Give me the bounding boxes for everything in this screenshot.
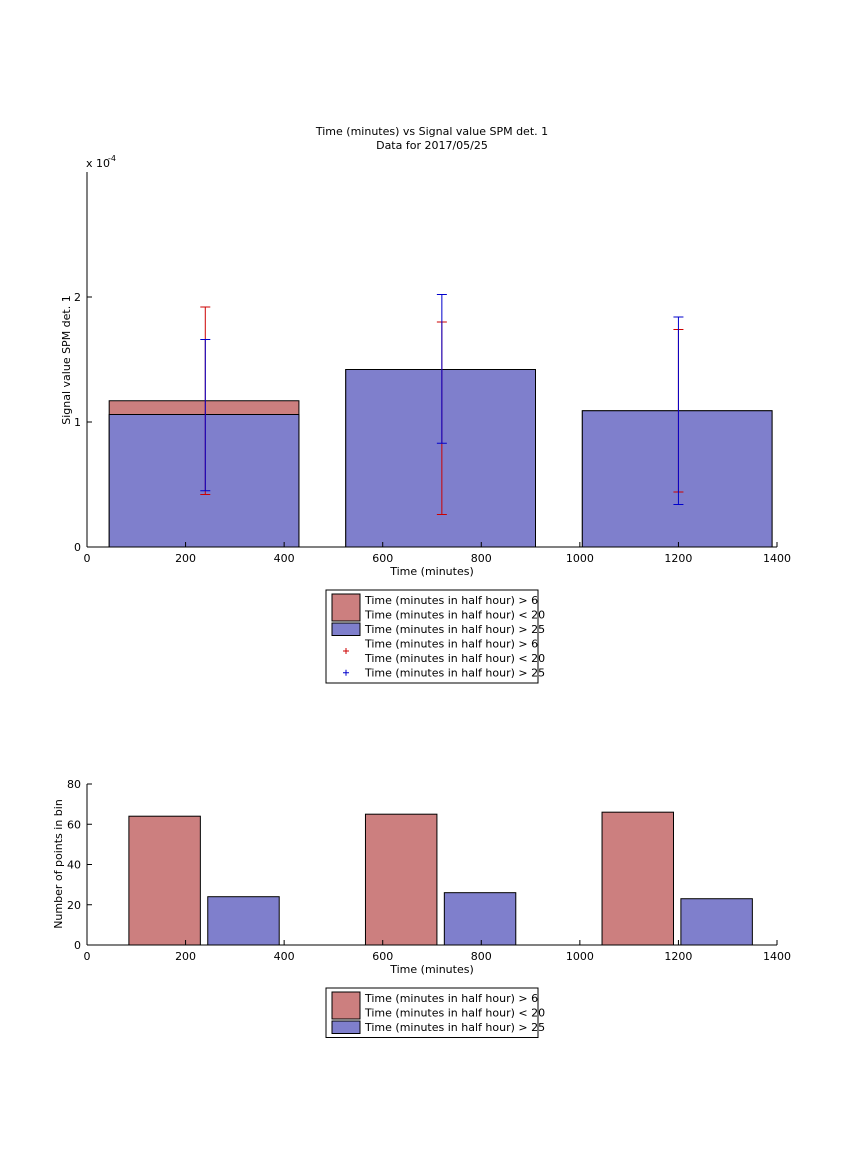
count-chart: 0 200 400 600 800 1000 1200 1400 0 20 40 60 80 Time … (52, 778, 791, 1038)
x-tick-label: 1000 (566, 552, 594, 565)
chart-subtitle: Data for 2017/05/25 (376, 139, 488, 152)
legend: Time (minutes in half hour) > 6 Time (min… (325, 987, 545, 1038)
chart-title: Time (minutes) vs Signal value SPM det. … (315, 125, 548, 138)
x-tick-label: 0 (84, 552, 91, 565)
bars-group (128, 811, 753, 946)
legend-swatch (331, 593, 361, 622)
signal-chart: Time (minutes) vs Signal value SPM det. … (60, 125, 791, 684)
bar-blue-3 (443, 892, 517, 946)
axes: 0 200 400 600 800 1000 1200 1400 0 20 40 60 80 (67, 778, 791, 963)
legend-box (325, 589, 539, 684)
errorbar-blue-1 (200, 339, 211, 492)
y-tick-label: 80 (67, 778, 81, 791)
y-tick-label: 20 (67, 899, 81, 912)
bar-blue-5 (680, 898, 753, 946)
y-tick-label: 1 (74, 416, 81, 429)
y-tick-label: 0 (74, 939, 81, 952)
x-tick-label: 600 (372, 950, 393, 963)
x-tick-label: 1400 (763, 552, 791, 565)
x-tick-label: 400 (274, 950, 295, 963)
legend-label: Time (minutes in half hour) > 25 (364, 1021, 545, 1034)
legend-label: Time (minutes in half hour) < 20 (364, 1007, 545, 1020)
errorbars-group (200, 294, 684, 515)
legend-label: Time (minutes in half hour) > 6 (364, 992, 538, 1005)
y-exponent-label: x 10 -4 (86, 154, 116, 170)
legend-swatch (331, 622, 361, 636)
bar-blue-1 (108, 414, 300, 548)
y-tick-label: 0 (74, 541, 81, 554)
exponent-power: -4 (108, 154, 116, 163)
x-tick-label: 1400 (763, 950, 791, 963)
legend-label: Time (minutes in half hour) > 6 (364, 594, 538, 607)
bar-blue-3 (345, 369, 536, 548)
x-tick-label: 600 (372, 552, 393, 565)
x-tick-label: 1200 (664, 552, 692, 565)
x-tick-label: 200 (175, 950, 196, 963)
bar-red-4 (601, 811, 674, 946)
y-tick-label: 2 (74, 291, 81, 304)
errorbar-blue-3 (436, 294, 447, 444)
bars-group (108, 369, 773, 548)
x-tick-label: 1000 (566, 950, 594, 963)
bar-red-0 (128, 815, 201, 946)
bar-blue-5 (581, 410, 773, 548)
x-tick-label: 0 (84, 950, 91, 963)
x-tick-label: 400 (274, 552, 295, 565)
legend-label: Time (minutes in half hour) > 25 (364, 667, 545, 680)
x-tick-label: 1200 (664, 950, 692, 963)
errorbar-blue-5 (673, 316, 684, 505)
y-axis-label: Signal value SPM det. 1 (60, 295, 73, 425)
x-axis-label: Time (minutes) (389, 963, 474, 976)
legend-label: Time (minutes in half hour) > 6 (364, 638, 538, 651)
legend-item-0: Time (minutes in half hour) > 6 Time (min… (331, 991, 545, 1020)
legend-item-1: Time (minutes in half hour) > 25 (331, 622, 545, 636)
legend-label: Time (minutes in half hour) < 20 (364, 609, 545, 622)
y-tick-label: 60 (67, 818, 81, 831)
y-tick-label: 40 (67, 859, 81, 872)
x-tick-label: 200 (175, 552, 196, 565)
x-axis-label: Time (minutes) (389, 565, 474, 578)
legend-item-0: Time (minutes in half hour) > 6 Time (min… (331, 593, 545, 622)
legend-box (325, 987, 539, 1038)
legend-swatch (331, 1020, 361, 1034)
legend-item-3: Time (minutes in half hour) > 25 (343, 667, 545, 680)
legend-label: Time (minutes in half hour) < 20 (364, 652, 545, 665)
axes: 0 200 400 600 800 1000 1200 1400 0 1 2 (74, 172, 791, 565)
bar-blue-1 (207, 896, 280, 946)
legend-label: Time (minutes in half hour) > 25 (364, 623, 545, 636)
legend-swatch (331, 991, 361, 1020)
x-tick-label: 800 (471, 950, 492, 963)
x-tick-label: 800 (471, 552, 492, 565)
exponent-base: x 10 (86, 157, 110, 170)
bar-red-2 (364, 813, 438, 946)
y-axis-label: Number of points in bin (52, 799, 65, 929)
legend-item-1: Time (minutes in half hour) > 25 (331, 1020, 545, 1034)
